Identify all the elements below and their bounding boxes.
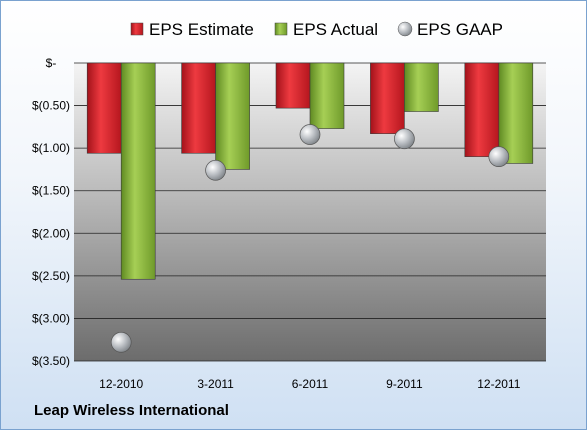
- y-tick-label: $(3.00): [32, 311, 70, 325]
- bar-eps-estimate: [181, 62, 216, 154]
- x-tick-label: 12-2010: [99, 377, 143, 391]
- bar-eps-estimate: [464, 62, 500, 157]
- legend-label: EPS GAAP: [417, 20, 503, 39]
- bar-eps-estimate: [275, 62, 311, 109]
- y-tick-label: $(0.50): [32, 99, 70, 113]
- y-tick-label: $(1.00): [32, 141, 70, 155]
- bar-eps-estimate: [370, 62, 405, 134]
- bar-eps-actual: [215, 62, 250, 170]
- x-axis-ticks: 12-2010 3-2011 6-2011 9-2011 12-2011: [99, 377, 521, 391]
- legend-swatch: [274, 22, 288, 36]
- y-tick-label: $(3.50): [32, 354, 70, 368]
- bar-eps-actual: [404, 62, 439, 112]
- legend: EPS Estimate EPS Actual EPS GAAP: [130, 20, 503, 39]
- x-tick-label: 3-2011: [197, 377, 234, 391]
- legend-swatch: [397, 21, 413, 37]
- y-tick-label: $(2.00): [32, 226, 70, 240]
- x-tick-label: 9-2011: [386, 377, 423, 391]
- legend-label: EPS Actual: [293, 20, 378, 39]
- gaap-markers: [110, 124, 510, 353]
- legend-label: EPS Estimate: [149, 20, 254, 39]
- bar-eps-actual: [120, 62, 156, 280]
- y-axis-ticks: $- $(0.50) $(1.00) $(1.50) $(2.00) $(2.50) $(3…: [32, 56, 70, 368]
- marker-eps-gaap: [205, 159, 226, 181]
- marker-eps-gaap: [110, 331, 132, 353]
- marker-eps-gaap: [488, 146, 510, 168]
- bar-eps-actual: [309, 62, 345, 129]
- bars: [86, 62, 534, 280]
- bar-eps-actual: [498, 62, 534, 164]
- x-tick-label: 12-2011: [477, 377, 520, 391]
- company-name: Leap Wireless International: [34, 402, 229, 419]
- y-tick-label: $(2.50): [32, 269, 70, 283]
- bar-eps-estimate: [86, 62, 122, 154]
- y-tick-label: $-: [46, 56, 57, 70]
- x-tick-label: 6-2011: [292, 377, 329, 391]
- legend-swatch: [130, 22, 144, 36]
- marker-eps-gaap: [299, 124, 321, 145]
- marker-eps-gaap: [394, 128, 415, 150]
- y-tick-label: $(1.50): [32, 184, 70, 198]
